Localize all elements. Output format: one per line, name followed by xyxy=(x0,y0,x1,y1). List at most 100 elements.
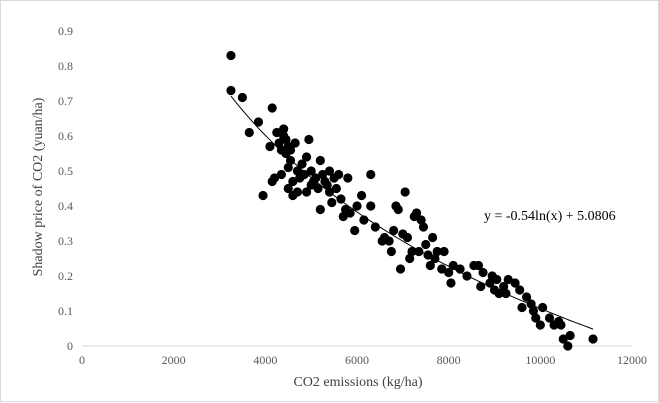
y-tick-label: 0.6 xyxy=(58,129,73,143)
data-point xyxy=(528,306,539,316)
trendline xyxy=(230,95,594,330)
x-tick-label: 0 xyxy=(79,353,85,367)
data-point xyxy=(510,278,520,288)
data-point xyxy=(306,166,316,176)
x-axis-title: CO2 emissions (kg/ha) xyxy=(293,375,422,390)
x-tick-label: 12000 xyxy=(617,353,647,367)
data-point xyxy=(395,264,406,274)
data-point xyxy=(492,274,502,285)
y-tick-label: 0 xyxy=(67,339,73,353)
data-point xyxy=(439,246,449,257)
data-point xyxy=(336,194,346,204)
data-point xyxy=(558,334,568,344)
y-axis-title: Shadow price of CO2 (yuan/ha) xyxy=(31,97,46,276)
data-point xyxy=(478,267,488,278)
data-point xyxy=(288,176,298,187)
data-point xyxy=(444,267,454,278)
data-point xyxy=(281,134,291,145)
data-point xyxy=(526,299,536,309)
data-point xyxy=(544,313,555,323)
y-tick-label: 0.9 xyxy=(58,24,73,38)
data-point xyxy=(290,138,300,148)
data-point xyxy=(315,155,325,166)
data-point xyxy=(405,253,415,264)
x-tick-label: 8000 xyxy=(437,353,461,367)
data-point xyxy=(366,201,376,211)
data-point xyxy=(432,246,442,257)
data-point xyxy=(350,225,360,236)
data-point xyxy=(565,330,575,341)
data-point xyxy=(494,288,504,299)
data-point xyxy=(276,169,286,180)
trendline-equation: y = -0.54ln(x) + 5.0806 xyxy=(484,209,616,224)
data-point xyxy=(324,166,335,176)
data-point xyxy=(226,85,236,96)
data-point xyxy=(352,201,362,211)
data-point xyxy=(292,166,303,176)
data-point xyxy=(588,334,598,344)
data-point xyxy=(428,232,438,243)
data-point xyxy=(258,190,268,201)
data-point xyxy=(411,208,422,218)
data-point xyxy=(343,173,353,183)
data-point xyxy=(535,320,545,330)
data-point xyxy=(301,152,312,162)
data-point xyxy=(313,183,323,194)
data-point xyxy=(279,124,289,134)
data-point xyxy=(366,169,376,180)
data-point xyxy=(556,320,566,330)
data-point xyxy=(331,183,341,194)
data-point xyxy=(389,225,399,236)
data-point xyxy=(563,341,573,351)
data-point xyxy=(226,50,236,61)
data-point xyxy=(370,222,380,232)
y-tick-label: 0.8 xyxy=(58,59,73,73)
data-point xyxy=(421,239,431,250)
x-tick-label: 4000 xyxy=(253,353,277,367)
data-point xyxy=(301,187,312,197)
data-point xyxy=(265,141,275,152)
data-point xyxy=(345,208,355,218)
x-tick-label: 10000 xyxy=(525,353,555,367)
y-tick-label: 0.2 xyxy=(58,269,73,283)
data-point xyxy=(299,169,309,180)
y-tick-label: 0.3 xyxy=(58,234,73,248)
data-point xyxy=(285,145,296,155)
data-point xyxy=(272,127,282,138)
data-point xyxy=(400,187,410,197)
data-point xyxy=(499,281,509,292)
data-point xyxy=(473,260,484,271)
data-point xyxy=(292,187,303,197)
data-point xyxy=(244,127,254,138)
data-point xyxy=(267,103,277,113)
data-point xyxy=(521,292,532,302)
y-tick-label: 0.5 xyxy=(58,164,73,178)
data-point xyxy=(386,246,396,257)
data-point xyxy=(425,260,435,271)
data-point xyxy=(311,173,321,183)
y-tick-labels: 0 0.1 0.2 0.3 0.4 0.5 0.6 0.7 0.8 0.9 xyxy=(58,24,73,353)
data-point xyxy=(253,117,264,127)
y-tick-label: 0.1 xyxy=(58,304,73,318)
data-point xyxy=(356,190,367,201)
x-tick-label: 2000 xyxy=(162,353,186,367)
data-points xyxy=(226,50,598,351)
data-point xyxy=(322,180,332,190)
data-point xyxy=(384,236,394,246)
data-point xyxy=(274,138,284,148)
data-point xyxy=(517,302,527,313)
data-point xyxy=(283,183,293,194)
data-point xyxy=(318,169,328,180)
y-tick-label: 0.7 xyxy=(58,94,73,108)
data-point xyxy=(476,281,486,292)
data-point xyxy=(237,92,248,103)
data-point xyxy=(297,159,307,169)
data-point xyxy=(446,278,456,288)
y-tick-label: 0.4 xyxy=(58,199,73,213)
data-point xyxy=(283,162,293,173)
data-point xyxy=(315,204,325,215)
data-point xyxy=(269,173,280,183)
data-point xyxy=(538,302,548,313)
